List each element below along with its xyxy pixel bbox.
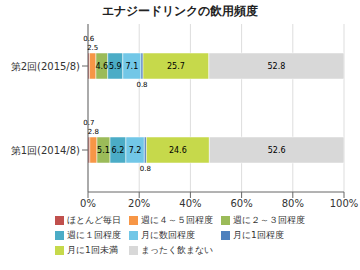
svg-text:0.6: 0.6 — [83, 35, 95, 43]
svg-text:60%: 60% — [230, 198, 252, 209]
svg-text:24.6: 24.6 — [169, 146, 187, 155]
svg-text:5.9: 5.9 — [109, 62, 122, 71]
html-text:月に1回未満: 月に1回未満 — [67, 245, 118, 255]
svg-text:7.2: 7.2 — [129, 146, 142, 155]
svg-text:0%: 0% — [80, 198, 96, 209]
svg-text:52.8: 52.8 — [268, 62, 286, 71]
svg-text:5.1: 5.1 — [97, 146, 110, 155]
svg-text:20%: 20% — [128, 198, 150, 209]
svg-text:第1回(2014/8): 第1回(2014/8) — [11, 145, 80, 156]
html-text:エナジードリンクの飲用頻度: エナジードリンクの飲用頻度 — [102, 4, 258, 18]
html-text:週に１回程度: 週に１回程度 — [67, 230, 121, 240]
html-text:週に４～５回程度: 週に４～５回程度 — [141, 215, 213, 225]
svg-text:80%: 80% — [282, 198, 304, 209]
svg-text:0.8: 0.8 — [140, 165, 151, 173]
html-text:週に２～３回程度: 週に２～３回程度 — [233, 215, 305, 225]
svg-text:7.1: 7.1 — [126, 62, 139, 71]
svg-text:第2回(2015/8): 第2回(2015/8) — [11, 61, 80, 72]
svg-text:2.8: 2.8 — [88, 128, 99, 136]
html-text:まったく飲まない: まったく飲まない — [141, 245, 213, 255]
html-text:月に数回程度: 月に数回程度 — [141, 230, 195, 240]
svg-text:52.6: 52.6 — [268, 146, 286, 155]
svg-text:40%: 40% — [179, 198, 201, 209]
svg-text:0.7: 0.7 — [83, 119, 94, 127]
html-text:ほとんど毎日: ほとんど毎日 — [67, 215, 121, 225]
svg-text:0.8: 0.8 — [136, 81, 147, 89]
html-text:月に1回程度: 月に1回程度 — [233, 230, 284, 240]
svg-text:2.5: 2.5 — [87, 44, 98, 52]
svg-text:100%: 100% — [330, 198, 352, 209]
svg-text:6.2: 6.2 — [112, 146, 125, 155]
svg-text:4.6: 4.6 — [95, 62, 108, 71]
svg-text:25.7: 25.7 — [167, 62, 185, 71]
